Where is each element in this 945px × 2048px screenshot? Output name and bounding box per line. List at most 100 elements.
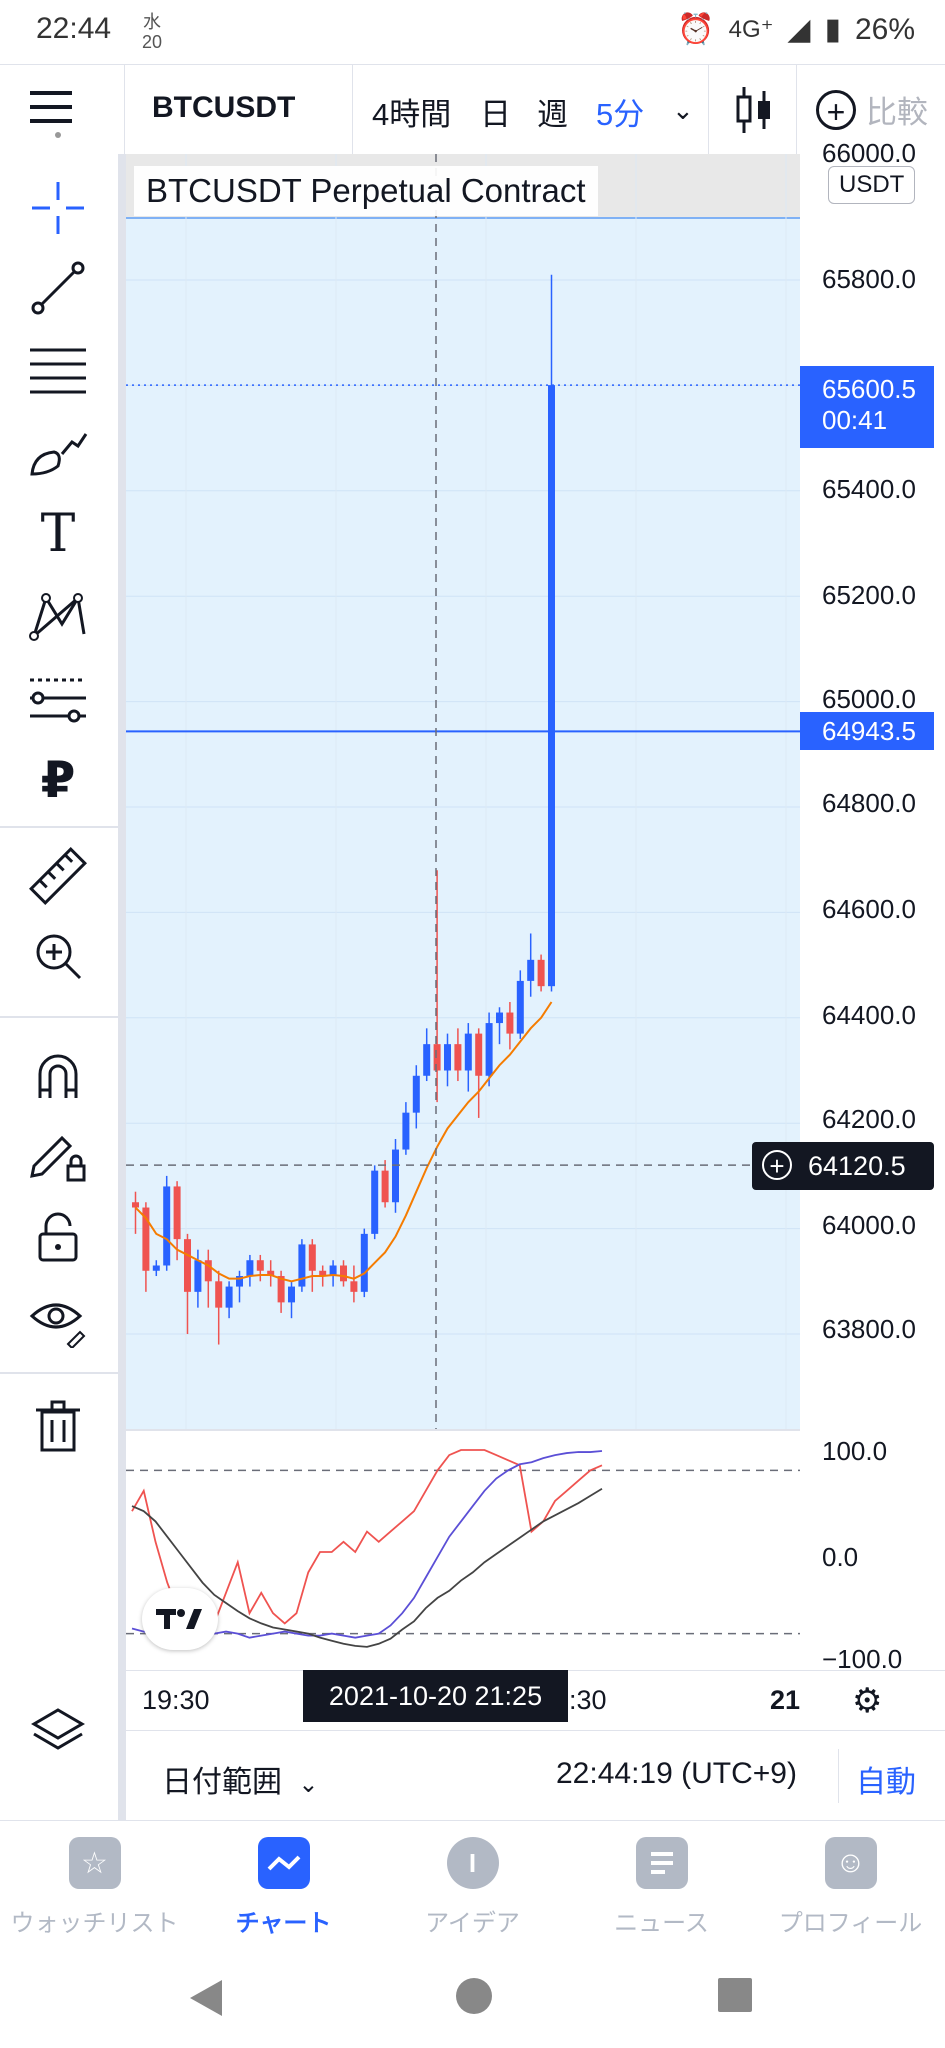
moving-average-line xyxy=(134,1001,553,1283)
osc-label: 0.0 xyxy=(822,1542,859,1572)
candle-body xyxy=(267,1270,275,1277)
nav-profile[interactable]: ☺ プロフィール xyxy=(756,1837,945,1938)
auto-scale-button[interactable]: 自動 xyxy=(856,1766,916,1799)
candle-body xyxy=(496,1012,503,1024)
home-icon[interactable] xyxy=(456,1978,492,2014)
back-icon[interactable] xyxy=(188,1978,224,2023)
price-label: 65400.0 xyxy=(822,474,916,504)
crosshair-price-tag: + 64120.5 xyxy=(752,1142,934,1190)
candle-body xyxy=(236,1276,243,1287)
news-icon xyxy=(635,1837,688,1889)
unlock-icon[interactable] xyxy=(26,1206,90,1270)
fib-lines-icon[interactable] xyxy=(26,338,90,402)
candle-body xyxy=(132,1202,139,1208)
interval-week[interactable]: 週 xyxy=(537,97,568,132)
candle-body xyxy=(381,1170,389,1203)
interval-day[interactable]: 日 xyxy=(480,97,511,132)
candle-body xyxy=(464,1033,472,1071)
candle-body xyxy=(433,1044,441,1071)
price-label: 64200.0 xyxy=(822,1104,916,1134)
candle-body xyxy=(246,1260,254,1277)
text-tool-icon[interactable]: T xyxy=(40,504,76,564)
candle-body xyxy=(329,1265,337,1277)
trend-line-icon[interactable] xyxy=(26,256,90,320)
menu-icon[interactable] xyxy=(30,89,74,138)
currency-badge[interactable]: USDT xyxy=(828,166,916,204)
status-bar: 22:44 水 20 ⏰ 4G⁺ ◢ ▮ 26% xyxy=(0,0,945,64)
candle-body xyxy=(142,1207,150,1271)
system-nav-bar xyxy=(0,1950,945,2048)
candle-body xyxy=(350,1281,358,1292)
candle-body xyxy=(444,1044,451,1071)
candle-style-icon[interactable] xyxy=(734,85,774,140)
bottom-nav: ☆ ウォッチリスト チャート I アイデア ニュース ☺ プロフィール xyxy=(0,1820,945,1951)
timezone-clock[interactable]: 22:44:19 (UTC+9) xyxy=(556,1757,797,1790)
nav-news[interactable]: ニュース xyxy=(567,1837,756,1938)
alarm-icon: ⏰ xyxy=(677,13,715,46)
symbol-button[interactable]: BTCUSDT xyxy=(152,91,296,124)
candle-body xyxy=(215,1281,223,1308)
nav-watchlist[interactable]: ☆ ウォッチリスト xyxy=(0,1837,189,1938)
nav-chart[interactable]: チャート xyxy=(189,1837,378,1938)
price-chart[interactable] xyxy=(126,154,800,1670)
visibility-icon[interactable] xyxy=(26,1288,90,1352)
battery-label: 26% xyxy=(854,12,915,46)
add-alert-icon[interactable]: + xyxy=(762,1150,792,1180)
candle-body xyxy=(485,1023,493,1076)
trash-icon[interactable] xyxy=(26,1394,90,1458)
candle-body xyxy=(402,1112,410,1150)
chevron-down-icon[interactable]: ⌄ xyxy=(672,95,694,125)
chart-icon xyxy=(257,1837,310,1889)
crosshair-icon[interactable] xyxy=(26,176,90,240)
layers-icon[interactable] xyxy=(26,1700,90,1764)
price-label: 64000.0 xyxy=(822,1210,916,1240)
nav-ideas[interactable]: I アイデア xyxy=(378,1837,567,1938)
candle-body xyxy=(412,1075,420,1113)
candle-body xyxy=(506,1012,514,1034)
candle-body xyxy=(537,959,545,987)
sidebar-divider xyxy=(118,154,126,1820)
date-range-button[interactable]: 日付範囲 ⌄ xyxy=(162,1757,318,1801)
settings-gear-icon[interactable]: ⚙ xyxy=(852,1682,883,1720)
ruler-icon[interactable] xyxy=(26,844,90,908)
candle-body xyxy=(288,1286,295,1303)
candle-body xyxy=(454,1044,462,1071)
brush-icon[interactable] xyxy=(26,420,90,484)
controls-divider xyxy=(838,1749,839,1803)
magnet-icon[interactable] xyxy=(26,1044,90,1108)
price-label: 64800.0 xyxy=(822,788,916,818)
forecast-icon[interactable] xyxy=(26,666,90,730)
lock-drawing-icon[interactable] xyxy=(26,1124,90,1188)
top-toolbar: BTCUSDT 4時間 日 週 5分 ⌄ + 比較 xyxy=(0,64,945,156)
compare-button[interactable]: + 比較 xyxy=(816,87,928,132)
candle-body xyxy=(173,1186,181,1240)
price-label: 65200.0 xyxy=(822,580,916,610)
chart-controls: 日付範囲 ⌄ 22:44:19 (UTC+9) 自動 xyxy=(126,1730,945,1821)
network-label: 4G⁺ xyxy=(728,16,774,43)
crosshair-price-value: 64120.5 xyxy=(808,1151,906,1181)
price-label: 64400.0 xyxy=(822,1000,916,1030)
price-label: 66000.0 xyxy=(822,138,916,168)
candle-body xyxy=(184,1239,191,1292)
zoom-in-icon[interactable] xyxy=(26,924,90,988)
add-circle-icon: + xyxy=(816,89,856,130)
nav-label: ウォッチリスト xyxy=(10,1910,179,1937)
ruble-icon[interactable]: ₽ xyxy=(40,752,76,808)
interval-4h[interactable]: 4時間 xyxy=(372,97,452,132)
candle-body xyxy=(527,959,535,981)
recents-icon[interactable] xyxy=(718,1978,752,2012)
chevron-down-icon: ⌄ xyxy=(298,1771,319,1798)
pattern-icon[interactable] xyxy=(26,584,90,648)
status-time: 22:44 xyxy=(36,12,112,45)
candle-body xyxy=(225,1286,233,1308)
candle-body xyxy=(298,1244,306,1287)
price-label: 63800.0 xyxy=(822,1314,916,1344)
candle-body xyxy=(340,1265,347,1282)
candle-body xyxy=(516,980,524,1034)
interval-5m[interactable]: 5分 xyxy=(596,97,645,132)
price-axis[interactable]: 66000.0 65800.0 65600.5 00:41 65400.0 65… xyxy=(800,138,945,1674)
candle-body xyxy=(194,1260,202,1292)
star-icon: ☆ xyxy=(68,1837,121,1889)
candle-body xyxy=(163,1186,171,1266)
tradingview-logo xyxy=(142,1588,218,1650)
